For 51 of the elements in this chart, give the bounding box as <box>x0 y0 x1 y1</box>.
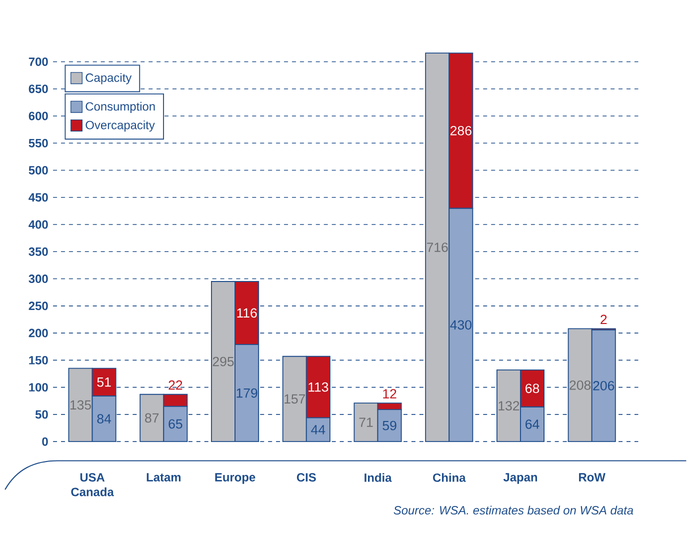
data-label: 113 <box>308 382 328 392</box>
data-label: 286 <box>450 126 472 136</box>
data-label: 132 <box>498 401 520 410</box>
y-tick-label: 150 <box>29 356 48 364</box>
y-tick-label: 400 <box>28 220 48 229</box>
data-label: 208 <box>570 380 591 390</box>
y-tick-label: 250 <box>28 302 48 310</box>
data-label: 64 <box>526 420 540 429</box>
legend-label: Overcapacity <box>86 120 155 132</box>
x-tick-label: Latam <box>146 473 181 482</box>
y-tick-label: 100 <box>29 383 48 392</box>
data-label: 22 <box>168 380 182 390</box>
x-tick-label: Europe <box>215 473 256 484</box>
data-label: 12 <box>383 389 396 398</box>
legend-label: Capacity <box>86 73 132 84</box>
y-tick-label: 700 <box>28 57 48 66</box>
data-label: 716 <box>426 242 448 252</box>
data-label: 206 <box>593 380 614 390</box>
y-tick-label: 350 <box>28 247 48 256</box>
data-label: 68 <box>526 384 540 394</box>
y-tick-label: 600 <box>28 112 48 120</box>
y-tick-label: 450 <box>28 193 48 202</box>
x-tick-label: RoW <box>579 473 606 482</box>
data-label: 87 <box>145 413 159 423</box>
legend-label: Consumption <box>86 102 155 114</box>
data-label: 71 <box>359 418 373 427</box>
y-tick-label: 550 <box>28 138 48 148</box>
data-label: 430 <box>450 320 472 330</box>
data-label: 51 <box>97 378 111 387</box>
y-tick-label: 650 <box>28 84 48 94</box>
x-tick-label: China <box>433 473 466 482</box>
data-label: 157 <box>284 394 306 404</box>
data-label: 59 <box>382 420 396 430</box>
data-label: 84 <box>97 414 112 424</box>
y-tick-label: 50 <box>35 410 48 419</box>
data-label: 179 <box>236 388 258 398</box>
x-tick-label: Japan <box>503 473 538 484</box>
data-label: 295 <box>212 356 234 366</box>
x-tick-label: CIS <box>296 473 316 482</box>
data-label: 2 <box>600 314 607 324</box>
x-tick-label: India <box>364 473 392 482</box>
y-tick-label: 0 <box>42 437 48 446</box>
source-note: Source: WSA. estimates based on WSA data <box>394 506 634 515</box>
data-label: 116 <box>237 308 257 318</box>
x-tick-label: USA Canada <box>71 473 114 496</box>
data-label: 135 <box>70 400 92 410</box>
y-tick-label: 200 <box>28 328 48 338</box>
data-label: 65 <box>168 419 182 429</box>
y-tick-label: 500 <box>28 166 48 174</box>
data-label: 44 <box>311 425 326 434</box>
y-tick-label: 300 <box>28 274 48 284</box>
